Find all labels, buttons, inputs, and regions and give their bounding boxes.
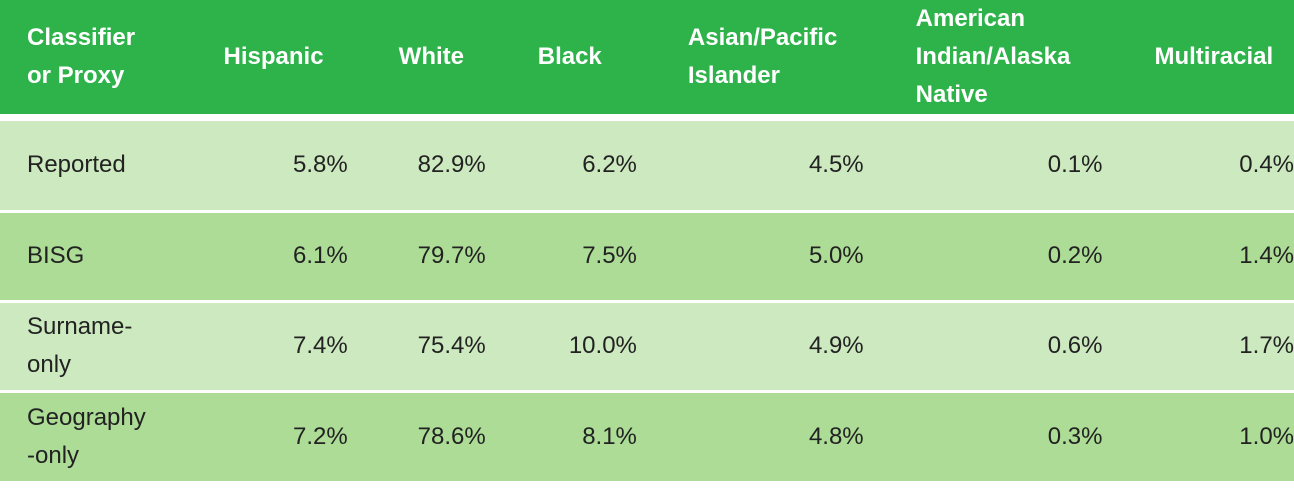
cell-multiracial: 1.0% [1102,389,1294,481]
header-american-indian-line-1: American [915,5,1026,32]
table-row: Geography -only 7.2% 78.6% 8.1% 4.8% 0.3… [0,389,1294,481]
cell-black: 8.1% [485,389,637,481]
header-hispanic: Hispanic [223,43,324,70]
row-label-line: BISG [27,242,85,269]
cell-white: 78.6% [347,389,486,481]
header-american-indian-alaska-native: American Indian/Alaska Native [864,0,1103,114]
cell-black: 6.2% [582,151,637,179]
header-separator [0,114,1294,121]
row-label-line: -only [27,441,80,469]
table-header-row: Classifier or Proxy Hispanic White Black… [0,0,1294,114]
cell-black: 10.0% [485,299,637,391]
header-asian-line-2: Islander [687,62,780,89]
header-asian-pacific-islander: Asian/Pacific Islander [637,0,864,114]
cell-american-indian-alaska-native: 0.2% [863,209,1103,301]
cell-black: 7.5% [485,209,637,301]
cell-american-indian-alaska-native: 0.6% [863,299,1103,391]
cell-american-indian-alaska-native: 0.3% [863,389,1103,481]
header-asian-line-1: Asian/Pacific [687,24,838,51]
cell-multiracial: 0.4% [1239,151,1294,179]
cell-asian-pacific-islander: 4.8% [636,389,864,481]
cell-white: 79.7% [347,209,486,301]
cell-asian-pacific-islander: 4.9% [636,299,864,391]
row-label-reported: Reported [0,121,197,211]
header-classifier-line-2: or Proxy [27,62,125,89]
row-label-line: only [27,351,72,378]
cell-asian-pacific-islander: 5.0% [636,209,864,301]
row-label-line: Reported [27,151,126,179]
cell-hispanic: 7.4% [196,299,348,391]
cell-white: 75.4% [347,299,486,391]
table-row: Surname- only 7.4% 75.4% 10.0% 4.9% 0.6%… [0,299,1294,391]
cell-asian-pacific-islander: 4.5% [808,151,864,179]
header-american-indian-line-3: Native [915,81,988,108]
row-label-bisg: BISG [0,209,197,301]
cell-hispanic: 5.8% [292,151,348,179]
header-multiracial: Multiracial [1154,43,1274,70]
header-white: White [398,43,464,70]
header-classifier-line-1: Classifier [27,24,136,51]
cell-american-indian-alaska-native: 0.1% [1047,151,1103,179]
table-row: Reported 5.8% 82.9% 6.2% 4.5% 0.1% 0.4% [0,121,1294,211]
header-classifier: Classifier or Proxy [0,0,197,114]
header-american-indian-line-2: Indian/Alaska [915,43,1071,70]
row-label-line: Geography [27,403,146,431]
row-label-geography-only: Geography -only [0,389,197,481]
cell-multiracial: 1.4% [1102,209,1294,301]
cell-hispanic: 6.1% [196,209,348,301]
table-row: BISG 6.1% 79.7% 7.5% 5.0% 0.2% 1.4% [0,209,1294,301]
header-black: Black [537,43,602,70]
row-label-line: Surname- [27,313,133,340]
cell-multiracial: 1.7% [1102,299,1294,391]
row-label-surname-only: Surname- only [0,299,197,391]
race-estimates-table: Classifier or Proxy Hispanic White Black… [0,0,1294,481]
cell-hispanic: 7.2% [196,389,348,481]
cell-white: 82.9% [417,151,486,179]
